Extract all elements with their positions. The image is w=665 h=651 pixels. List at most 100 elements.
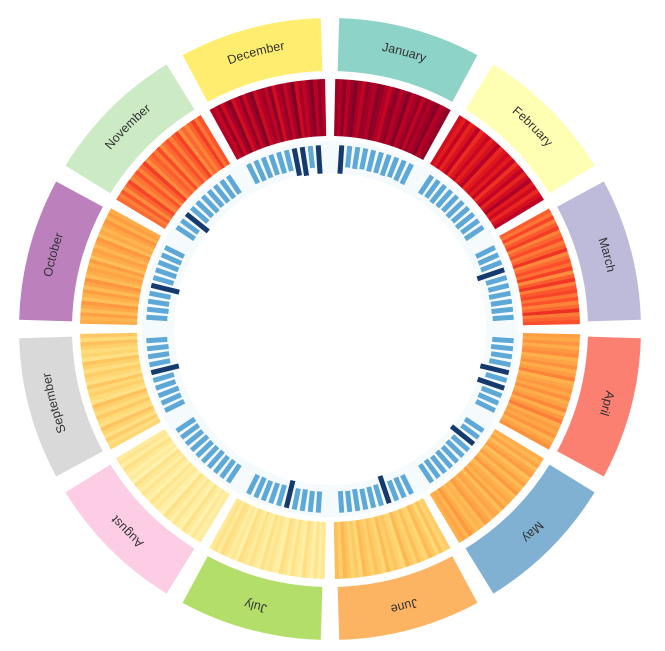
heat-day-december-10 <box>241 93 265 149</box>
heat-day-march-25 <box>521 296 579 308</box>
heat-day-july-4 <box>308 521 317 579</box>
heat-day-december-20 <box>278 83 294 141</box>
tick-bar-april-5 <box>479 363 510 376</box>
heat-day-september-20 <box>84 363 141 379</box>
heat-day-february-19 <box>475 164 522 205</box>
heat-day-october-9 <box>82 288 140 302</box>
heat-day-january-3 <box>340 79 348 137</box>
heat-day-march-3 <box>501 215 555 245</box>
heat-day-may-2 <box>491 431 542 466</box>
heat-day-june-22 <box>358 519 372 577</box>
tick-bar-january-8 <box>386 156 400 179</box>
heat-day-june-3 <box>414 501 444 554</box>
heat-day-april-10 <box>519 360 577 375</box>
tick-bar-june-4 <box>377 475 392 505</box>
tick-bar-may-6 <box>440 444 460 464</box>
month-label-july: July <box>242 596 268 616</box>
heat-day-may-17 <box>463 466 506 511</box>
heat-day-march-22 <box>520 285 577 299</box>
heat-day-february-28 <box>493 195 544 230</box>
heat-day-january-28 <box>412 102 441 156</box>
heat-day-march-29 <box>522 312 580 320</box>
tick-bar-august-6 <box>195 439 214 459</box>
month-band-january <box>337 18 478 102</box>
heat-day-september-13 <box>90 384 147 406</box>
heat-day-march-4 <box>503 218 557 247</box>
heat-day-march-20 <box>518 277 576 293</box>
heat-day-july-21 <box>244 510 268 566</box>
heat-day-october-11 <box>83 281 141 296</box>
heat-day-july-30 <box>212 499 243 552</box>
heat-day-february-9 <box>451 134 492 182</box>
month-band-november <box>65 64 195 194</box>
heat-day-june-21 <box>361 518 376 576</box>
heat-day-may-9 <box>479 448 527 488</box>
heat-day-july-11 <box>282 518 297 576</box>
month-band-september <box>19 336 103 477</box>
heat-day-march-7 <box>507 229 561 256</box>
heat-day-january-12 <box>366 83 382 141</box>
heat-day-april-19 <box>512 387 569 410</box>
tick-bar-october-9 <box>160 252 183 266</box>
heat-day-july-25 <box>230 505 256 560</box>
heat-day-november-19 <box>161 141 203 187</box>
heat-day-september-28 <box>80 339 138 347</box>
heat-day-october-8 <box>82 292 140 305</box>
month-band-march <box>557 181 641 322</box>
heat-day-february-4 <box>438 122 475 172</box>
heat-day-august-6 <box>180 483 218 533</box>
tick-bar-may-5 <box>445 439 465 459</box>
heat-day-november-27 <box>187 121 223 171</box>
heat-day-november-17 <box>156 146 199 191</box>
heat-day-november-14 <box>147 154 192 197</box>
heat-day-december-11 <box>244 92 268 148</box>
heat-day-april-21 <box>510 393 566 417</box>
tick-bar-september-7 <box>149 358 171 368</box>
heat-day-september-5 <box>101 407 156 436</box>
heat-day-october-15 <box>87 265 144 284</box>
tick-bar-december-6 <box>283 149 294 172</box>
heat-day-february-14 <box>464 149 507 193</box>
heat-day-march-16 <box>516 262 573 281</box>
heat-day-march-19 <box>518 273 575 290</box>
heat-day-august-4 <box>187 487 223 537</box>
heat-day-february-20 <box>477 168 525 208</box>
heat-day-august-16 <box>151 464 195 508</box>
heat-day-september-16 <box>87 375 144 394</box>
tick-bar-february-3 <box>429 183 447 205</box>
heat-day-december-26 <box>301 80 312 138</box>
heat-day-march-12 <box>512 247 568 270</box>
heat-day-october-21 <box>93 243 149 267</box>
tick-bar-december-2 <box>253 159 267 182</box>
month-band-february <box>465 64 595 194</box>
heat-day-february-8 <box>449 132 488 180</box>
tick-bar-april-2 <box>490 343 514 352</box>
heat-day-august-10 <box>168 476 208 523</box>
tick-bar-june-2 <box>393 476 407 499</box>
heat-day-june-14 <box>382 513 403 570</box>
tick-bar-july-10 <box>246 473 261 496</box>
heat-day-march-14 <box>514 254 570 275</box>
tick-bar-july-2 <box>307 490 315 513</box>
heat-day-july-2 <box>316 521 323 579</box>
tick-bar-may-8 <box>429 454 447 475</box>
heat-day-june-12 <box>388 511 411 568</box>
heat-day-april-6 <box>521 348 579 359</box>
tick-bar-november-8 <box>213 183 231 204</box>
heat-day-june-25 <box>349 520 360 578</box>
tick-bar-june-3 <box>386 479 400 502</box>
heat-day-november-4 <box>122 185 172 222</box>
heat-day-august-18 <box>146 459 191 502</box>
heat-day-april-3 <box>522 339 580 347</box>
heat-day-march-5 <box>504 222 558 250</box>
heat-day-august-22 <box>136 450 183 491</box>
tick-bar-october-3 <box>147 298 170 307</box>
tick-bar-may-3 <box>449 424 476 446</box>
tick-bar-may-2 <box>460 423 480 440</box>
heat-day-august-9 <box>171 478 211 526</box>
heat-day-october-22 <box>94 239 150 264</box>
heat-day-june-28 <box>340 521 348 579</box>
heat-day-april-24 <box>507 402 562 429</box>
heat-day-august-28 <box>122 436 172 472</box>
heat-day-january-18 <box>384 89 405 145</box>
